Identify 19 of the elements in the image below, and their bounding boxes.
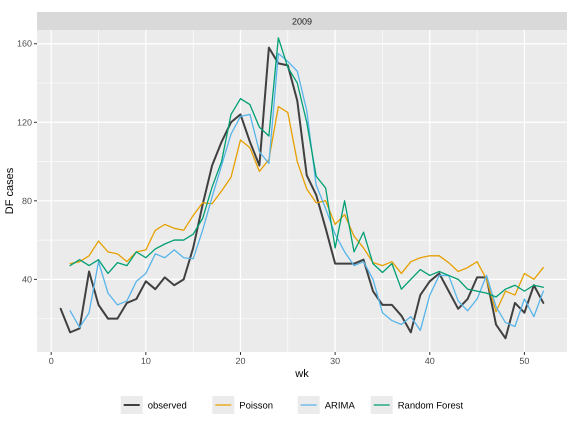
x-tick-label: 10 (140, 356, 151, 366)
legend-label: Random Forest (398, 400, 464, 412)
x-axis-title: wk (294, 368, 310, 380)
x-tick-label: 30 (330, 356, 340, 366)
x-tick-label: 0 (48, 356, 54, 366)
x-tick-label: 20 (235, 356, 246, 366)
line-series (69, 106, 544, 312)
legend-label: observed (148, 400, 187, 412)
y-tick-label: 160 (16, 38, 32, 49)
y-tick-label: 40 (22, 274, 32, 284)
y-tick-label: 120 (16, 117, 32, 128)
x-tick-label: 50 (519, 356, 530, 366)
line-series (69, 37, 544, 298)
legend-label: Poisson (239, 400, 274, 412)
legend-label: ARIMA (324, 400, 356, 412)
y-axis-title: DF cases (4, 167, 16, 214)
x-tick-label: 40 (424, 356, 435, 366)
y-tick-label: 80 (22, 196, 32, 206)
chart-title: 2009 (292, 16, 312, 26)
